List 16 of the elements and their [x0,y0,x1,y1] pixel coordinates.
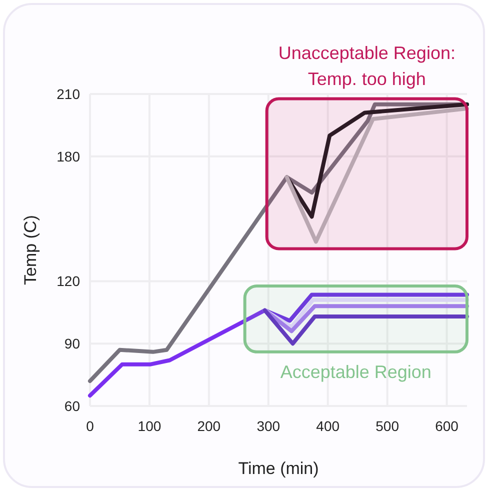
x-axis-title: Time (min) [238,459,319,478]
y-tick-label: 210 [56,86,80,102]
y-tick-label: 60 [64,398,80,414]
y-tick-label: 180 [56,148,80,164]
y-tick-label: 90 [64,336,80,352]
x-tick-label: 500 [376,418,400,434]
x-tick-label: 300 [256,418,280,434]
band-label: Unacceptable Region: Temp. too high [278,42,456,89]
x-tick-label: 600 [435,418,459,434]
x-tick-label: 200 [197,418,221,434]
x-tick-label: 400 [316,418,340,434]
x-tick-label: 100 [138,418,162,434]
x-tick-label: 0 [86,418,94,434]
band-label: Acceptable Region [280,362,432,382]
y-axis-title: Temp (C) [21,215,40,285]
y-tick-label: 120 [56,273,80,290]
